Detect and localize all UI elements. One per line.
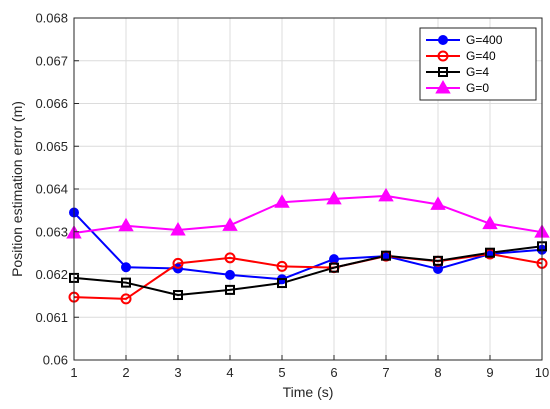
data-point-g-0 [326, 190, 342, 205]
x-tick-label: 9 [486, 365, 493, 380]
x-tick-label: 3 [174, 365, 181, 380]
data-point-g-4 [121, 277, 131, 288]
legend-swatch-marker [435, 79, 451, 94]
legend-label: G=400 [466, 33, 503, 47]
y-tick-label: 0.062 [35, 267, 68, 282]
legend: G=400 G=40 G=4 G=0 [419, 27, 537, 101]
y-tick-label: 0.065 [35, 139, 68, 154]
x-axis-ticks: 1 2 3 4 5 6 7 8 9 10 [70, 355, 549, 380]
x-tick-label: 2 [122, 365, 129, 380]
x-tick-label: 10 [535, 365, 549, 380]
y-tick-label: 0.063 [35, 224, 68, 239]
data-point-g-400 [329, 254, 339, 265]
series-line-g-400 [73, 211, 543, 281]
data-point-g-40 [276, 260, 288, 272]
x-tick-label: 6 [330, 365, 337, 380]
y-tick-label: 0.061 [35, 310, 68, 325]
data-point-g-40 [172, 257, 184, 269]
series-line-g-0 [73, 194, 543, 235]
legend-swatch-marker [437, 50, 449, 62]
data-point-g-4 [173, 290, 183, 301]
data-point-g-4 [381, 250, 391, 261]
data-point-g-400 [121, 262, 131, 273]
x-tick-label: 4 [226, 365, 233, 380]
x-tick-label: 7 [382, 365, 389, 380]
data-point-g-0 [222, 217, 238, 231]
y-tick-label: 0.06 [43, 353, 68, 368]
data-point-g-4 [225, 284, 235, 295]
data-point-g-0 [170, 222, 186, 236]
data-point-g-0 [378, 187, 394, 202]
x-tick-label: 8 [434, 365, 441, 380]
data-point-g-40 [224, 252, 236, 264]
legend-label: G=0 [466, 81, 489, 95]
y-axis-ticks: 0.06 0.061 0.062 0.063 0.064 0.065 0.066 0.067 0… [35, 11, 79, 368]
x-tick-label: 5 [278, 365, 285, 380]
data-point-g-4 [277, 278, 287, 289]
data-point-g-400 [225, 269, 235, 280]
data-point-g-0 [118, 217, 134, 232]
data-point-g-40 [120, 293, 132, 305]
y-axis-title: Position estimation error (m) [9, 101, 25, 277]
legend-label: G=4 [466, 65, 489, 79]
data-point-g-0 [482, 215, 498, 230]
y-tick-label: 0.068 [35, 11, 68, 26]
legend-swatch-marker [438, 35, 448, 45]
legend-swatch-marker [438, 67, 448, 77]
data-point-g-0 [274, 194, 290, 208]
y-tick-label: 0.064 [35, 182, 68, 197]
y-tick-label: 0.067 [35, 53, 68, 68]
data-point-g-4 [329, 262, 339, 273]
data-point-g-0 [430, 196, 446, 210]
legend-label: G=40 [466, 49, 496, 63]
x-tick-label: 1 [70, 365, 77, 380]
data-point-g-4 [433, 255, 443, 266]
series-lines [73, 194, 543, 300]
series-line-g-4 [73, 245, 543, 297]
data-point-g-4 [485, 247, 495, 258]
x-axis-title: Time (s) [283, 384, 334, 400]
y-tick-label: 0.066 [35, 96, 68, 111]
